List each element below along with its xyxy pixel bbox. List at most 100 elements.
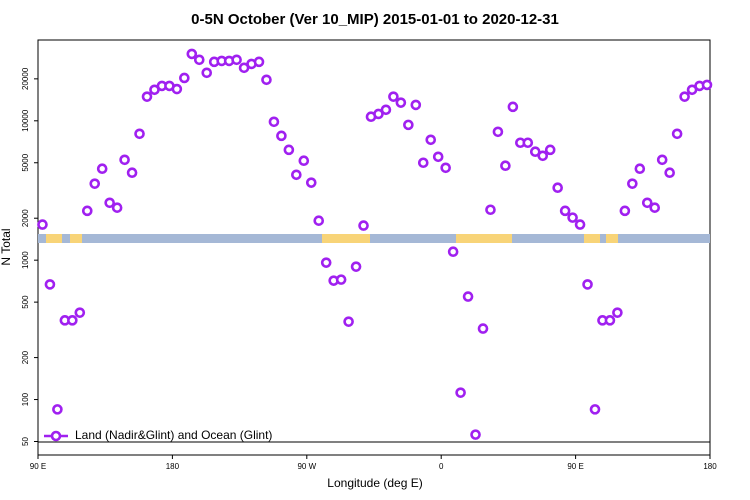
land-band <box>456 234 512 243</box>
point <box>432 151 444 163</box>
x-tick-label: 180 <box>166 462 180 471</box>
x-tick-label: 90 E <box>567 462 583 471</box>
point <box>664 167 675 179</box>
point <box>96 163 108 175</box>
point <box>81 205 93 217</box>
y-tick-label: 100 <box>21 392 30 406</box>
point <box>529 146 541 158</box>
point <box>313 215 325 226</box>
point <box>171 83 183 95</box>
point <box>268 116 280 128</box>
land-band <box>606 234 618 243</box>
point <box>455 387 466 398</box>
point <box>253 56 265 68</box>
point <box>492 126 504 138</box>
point <box>701 79 713 91</box>
point <box>612 307 623 318</box>
point <box>67 315 78 326</box>
y-tick-label: 50 <box>21 436 30 445</box>
point <box>119 154 130 166</box>
point <box>544 144 556 156</box>
x-tick-label: 180 <box>703 462 717 471</box>
land-band <box>70 234 82 243</box>
point <box>298 155 310 167</box>
point <box>417 157 429 169</box>
point <box>470 429 481 440</box>
point <box>52 404 63 415</box>
land-band <box>584 234 600 243</box>
point <box>485 204 496 216</box>
point <box>320 257 332 268</box>
point <box>582 279 593 290</box>
point <box>373 108 384 120</box>
point <box>447 246 459 258</box>
point <box>335 274 347 285</box>
x-tick-label: 90 E <box>30 462 46 471</box>
point <box>291 169 302 181</box>
point <box>671 128 683 140</box>
point <box>604 315 616 326</box>
point <box>89 178 101 189</box>
point <box>395 97 407 108</box>
point <box>350 261 362 272</box>
point <box>477 323 489 334</box>
plot-frame <box>37 39 711 456</box>
point <box>74 307 86 318</box>
x-tick-label: 0 <box>439 462 444 471</box>
point <box>111 202 123 213</box>
point <box>440 162 451 174</box>
point <box>201 67 213 79</box>
land-band <box>46 234 62 243</box>
legend-marker <box>50 430 62 442</box>
y-tick-label: 5000 <box>21 153 30 171</box>
point <box>574 219 586 230</box>
point <box>179 72 190 84</box>
point <box>537 150 549 162</box>
point <box>343 316 354 327</box>
legend-label: Land (Nadir&Glint) and Ocean (Glint) <box>75 428 272 442</box>
point <box>283 144 295 156</box>
point <box>627 178 638 189</box>
point <box>261 74 272 86</box>
point <box>656 154 668 166</box>
point <box>559 205 571 217</box>
point <box>679 91 690 102</box>
point <box>37 219 48 230</box>
y-tick-label: 1000 <box>21 251 30 269</box>
point <box>141 91 153 102</box>
point <box>44 279 56 290</box>
point <box>619 205 631 217</box>
y-axis-label: N Total <box>0 228 13 265</box>
point <box>507 101 519 113</box>
surface-band <box>38 234 710 243</box>
x-axis-label: Longitude (deg E) <box>327 476 422 490</box>
point <box>403 119 414 131</box>
point <box>126 167 138 179</box>
y-tick-label: 200 <box>21 350 30 364</box>
point <box>276 130 287 142</box>
y-tick-label: 2000 <box>21 209 30 227</box>
x-tick-label: 90 W <box>297 462 316 471</box>
point <box>388 91 399 102</box>
point <box>567 212 578 223</box>
point <box>380 104 392 116</box>
y-tick-label: 500 <box>21 295 30 309</box>
point <box>462 291 474 302</box>
point <box>305 177 317 188</box>
point <box>500 160 511 172</box>
point <box>589 404 601 415</box>
y-tick-label: 20000 <box>21 67 30 90</box>
point <box>410 99 422 111</box>
point <box>134 128 145 140</box>
ocean-band <box>38 234 710 243</box>
point <box>186 48 198 60</box>
point <box>522 137 534 149</box>
point <box>634 163 646 175</box>
point <box>193 54 205 66</box>
point <box>231 54 242 66</box>
point <box>425 134 437 146</box>
point <box>552 182 563 194</box>
chart-title: 0-5N October (Ver 10_MIP) 2015-01-01 to … <box>191 11 559 28</box>
point <box>641 197 653 209</box>
